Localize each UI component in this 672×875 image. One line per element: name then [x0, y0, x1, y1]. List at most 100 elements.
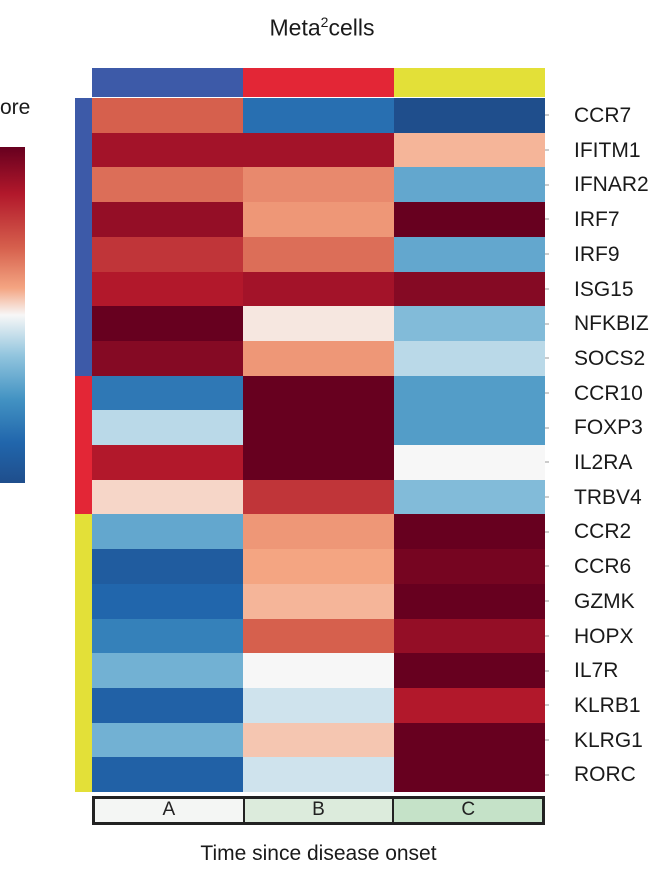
row-label-IRF7: IRF7 — [574, 208, 620, 232]
heatmap-cell-IL2RA-C — [394, 445, 545, 481]
row-tick — [545, 704, 549, 707]
row-label-FOXP3: FOXP3 — [574, 416, 643, 440]
heatmap-cell-TRBV4-B — [243, 479, 394, 515]
row-tick — [545, 287, 549, 290]
heatmap-cell-IRF9-C — [394, 236, 545, 272]
row-group-color-1 — [75, 375, 92, 515]
heatmap-cell-HOPX-A — [92, 618, 243, 654]
heatmap-cell-TRBV4-C — [394, 479, 545, 515]
heatmap-cell-IRF7-B — [243, 202, 394, 238]
row-label-IRF9: IRF9 — [574, 242, 620, 266]
heatmap-cell-CCR7-B — [243, 98, 394, 134]
row-label-TRBV4: TRBV4 — [574, 485, 642, 509]
heatmap-cell-FOXP3-A — [92, 410, 243, 446]
row-tick — [545, 183, 549, 186]
heatmap-cell-IRF7-A — [92, 202, 243, 238]
heatmap-cell-HOPX-C — [394, 618, 545, 654]
heatmap-cell-KLRG1-C — [394, 722, 545, 758]
heatmap-cell-CCR6-B — [243, 549, 394, 585]
row-label-IL2RA: IL2RA — [574, 451, 633, 474]
heatmap-cell-IFITM1-A — [92, 132, 243, 168]
row-label-CCR7: CCR7 — [574, 104, 632, 127]
row-label-CCR6: CCR6 — [574, 555, 632, 579]
row-tick — [545, 669, 549, 672]
row-label-CCR10: CCR10 — [574, 381, 643, 405]
heatmap-cell-RORC-B — [243, 757, 394, 793]
colorbar-label: ore — [0, 96, 31, 119]
heatmap-cell-KLRG1-B — [243, 722, 394, 758]
row-label-ISG15: ISG15 — [574, 277, 634, 301]
heatmap-cell-ISG15-B — [243, 271, 394, 307]
heatmap-cell-IL2RA-A — [92, 445, 243, 481]
row-label-IFNAR2: IFNAR2 — [574, 173, 649, 197]
row-label-NFKBIZ: NFKBIZ — [574, 312, 649, 336]
heatmap-cell-KLRB1-A — [92, 687, 243, 724]
heatmap-cell-GZMK-C — [394, 583, 545, 619]
heatmap-cell-IL7R-A — [92, 653, 243, 689]
row-label-KLRB1: KLRB1 — [574, 693, 641, 717]
chart-title: Meta2cells — [222, 14, 422, 42]
heatmap-cell-ISG15-C — [394, 271, 545, 307]
heatmap-cell-IL7R-B — [243, 653, 394, 689]
heatmap-cell-FOXP3-B — [243, 410, 394, 446]
heatmap-cell-IFNAR2-A — [92, 167, 243, 203]
row-label-SOCS2: SOCS2 — [574, 346, 646, 370]
row-tick — [545, 114, 549, 117]
heatmap-cell-IFNAR2-B — [243, 167, 394, 203]
colorbar — [0, 147, 25, 483]
row-tick — [545, 773, 549, 776]
heatmap-cell-IFITM1-C — [394, 132, 545, 168]
heatmap-cell-CCR6-A — [92, 549, 243, 585]
row-label-KLRG1: KLRG1 — [574, 728, 643, 752]
heatmap-cell-IFNAR2-C — [394, 167, 545, 203]
row-group-color-0 — [75, 98, 92, 376]
heatmap-cell-TRBV4-A — [92, 479, 243, 515]
heatmap-cell-CCR6-C — [394, 549, 545, 585]
heatmap-cell-SOCS2-A — [92, 340, 243, 377]
heatmap-cell-IRF9-A — [92, 236, 243, 272]
heatmap-cell-GZMK-A — [92, 583, 243, 619]
row-label-RORC: RORC — [574, 763, 636, 787]
heatmap-cell-KLRB1-C — [394, 687, 545, 724]
x-axis-label: Time since disease onset — [200, 842, 437, 865]
row-label-CCR2: CCR2 — [574, 520, 632, 544]
heatmap-cell-IRF9-B — [243, 236, 394, 272]
heatmap-cell-ISG15-A — [92, 271, 243, 307]
heatmap-cell-CCR10-B — [243, 375, 394, 411]
heatmap-cell-GZMK-B — [243, 583, 394, 619]
row-tick — [545, 461, 549, 464]
row-tick — [545, 634, 549, 637]
row-tick — [545, 738, 549, 741]
row-label-IFITM1: IFITM1 — [574, 138, 641, 162]
heatmap-cell-CCR2-C — [394, 514, 545, 550]
heatmap-cell-FOXP3-C — [394, 410, 545, 446]
heatmap-cell-IL7R-C — [394, 653, 545, 689]
heatmap-cell-RORC-A — [92, 757, 243, 793]
row-tick — [545, 391, 549, 394]
title-superscript: 2 — [320, 14, 329, 30]
title-base: Meta — [269, 14, 321, 41]
row-label-GZMK: GZMK — [574, 589, 635, 613]
row-label-IL7R: IL7R — [574, 659, 619, 683]
heatmap-cell-CCR2-B — [243, 514, 394, 550]
row-tick — [545, 496, 549, 499]
time-segment-B: B — [242, 799, 393, 822]
heatmap-cell-CCR2-A — [92, 514, 243, 550]
heatmap-cell-CCR7-A — [92, 98, 243, 134]
time-segment-C: C — [392, 799, 543, 822]
column-color-A — [92, 68, 243, 97]
heatmap-cell-NFKBIZ-A — [92, 306, 243, 342]
row-tick — [545, 530, 549, 533]
heatmap-cell-KLRB1-B — [243, 687, 394, 724]
column-color-C — [394, 68, 545, 97]
row-label-HOPX: HOPX — [574, 624, 634, 648]
heatmap-cell-CCR10-A — [92, 375, 243, 411]
row-tick — [545, 357, 549, 360]
row-group-color-2 — [75, 514, 92, 792]
heatmap-cell-HOPX-B — [243, 618, 394, 654]
heatmap-cell-RORC-C — [394, 757, 545, 793]
row-tick — [545, 565, 549, 568]
time-segment-A: A — [95, 799, 243, 822]
row-tick — [545, 149, 549, 152]
